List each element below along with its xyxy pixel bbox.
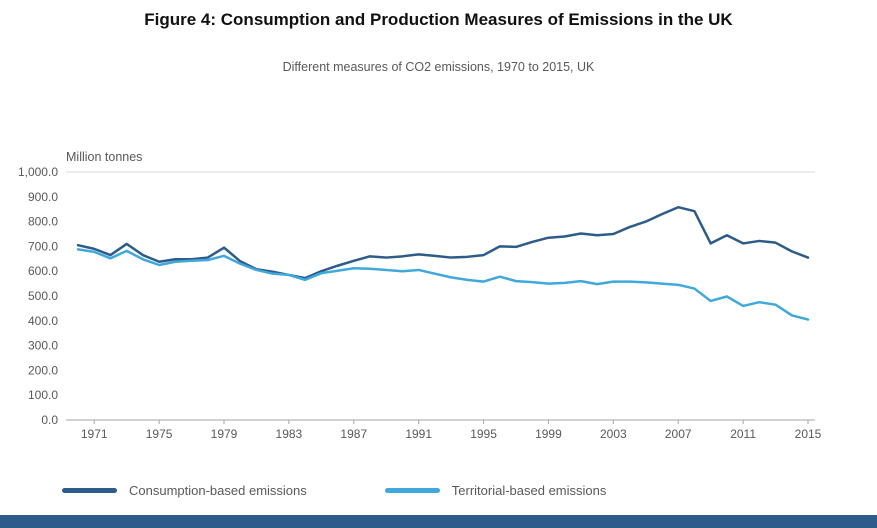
svg-text:1987: 1987 [340,427,367,441]
svg-text:1995: 1995 [470,427,497,441]
svg-text:1975: 1975 [146,427,173,441]
svg-text:1971: 1971 [81,427,108,441]
svg-text:900.0: 900.0 [28,190,58,204]
svg-text:1999: 1999 [535,427,562,441]
svg-text:1983: 1983 [276,427,303,441]
svg-text:1991: 1991 [405,427,432,441]
legend-label-consumption: Consumption-based emissions [129,483,307,498]
svg-text:0.0: 0.0 [41,413,58,427]
svg-text:2015: 2015 [795,427,822,441]
svg-text:500.0: 500.0 [28,289,58,303]
svg-text:2007: 2007 [665,427,692,441]
legend-item-consumption: Consumption-based emissions [62,483,307,498]
chart-subtitle: Different measures of CO2 emissions, 197… [282,60,595,74]
svg-text:300.0: 300.0 [28,339,58,353]
svg-text:1,000.0: 1,000.0 [18,165,58,179]
svg-text:2011: 2011 [730,427,756,441]
svg-text:2003: 2003 [600,427,627,441]
svg-text:200.0: 200.0 [28,363,58,377]
footer-accent-bar [0,515,877,528]
svg-text:600.0: 600.0 [28,264,58,278]
svg-text:1979: 1979 [211,427,238,441]
svg-text:100.0: 100.0 [28,388,58,402]
chart-svg: Million tonnes 0.0 100.0 200.0 300.0 400.0 500… [18,150,822,441]
svg-text:700.0: 700.0 [28,239,58,253]
svg-text:Million tonnes: Million tonnes [66,150,142,164]
territorial-line-swatch [384,488,440,493]
figure-title: Figure 4: Consumption and Production Mea… [144,10,733,29]
legend-item-territorial: Territorial-based emissions [384,483,607,498]
chart-legend: Consumption-based emissions Territorial-… [0,483,877,498]
consumption-line-swatch [62,488,117,493]
svg-text:400.0: 400.0 [28,314,58,328]
svg-text:800.0: 800.0 [28,215,58,229]
legend-label-territorial: Territorial-based emissions [451,483,607,498]
